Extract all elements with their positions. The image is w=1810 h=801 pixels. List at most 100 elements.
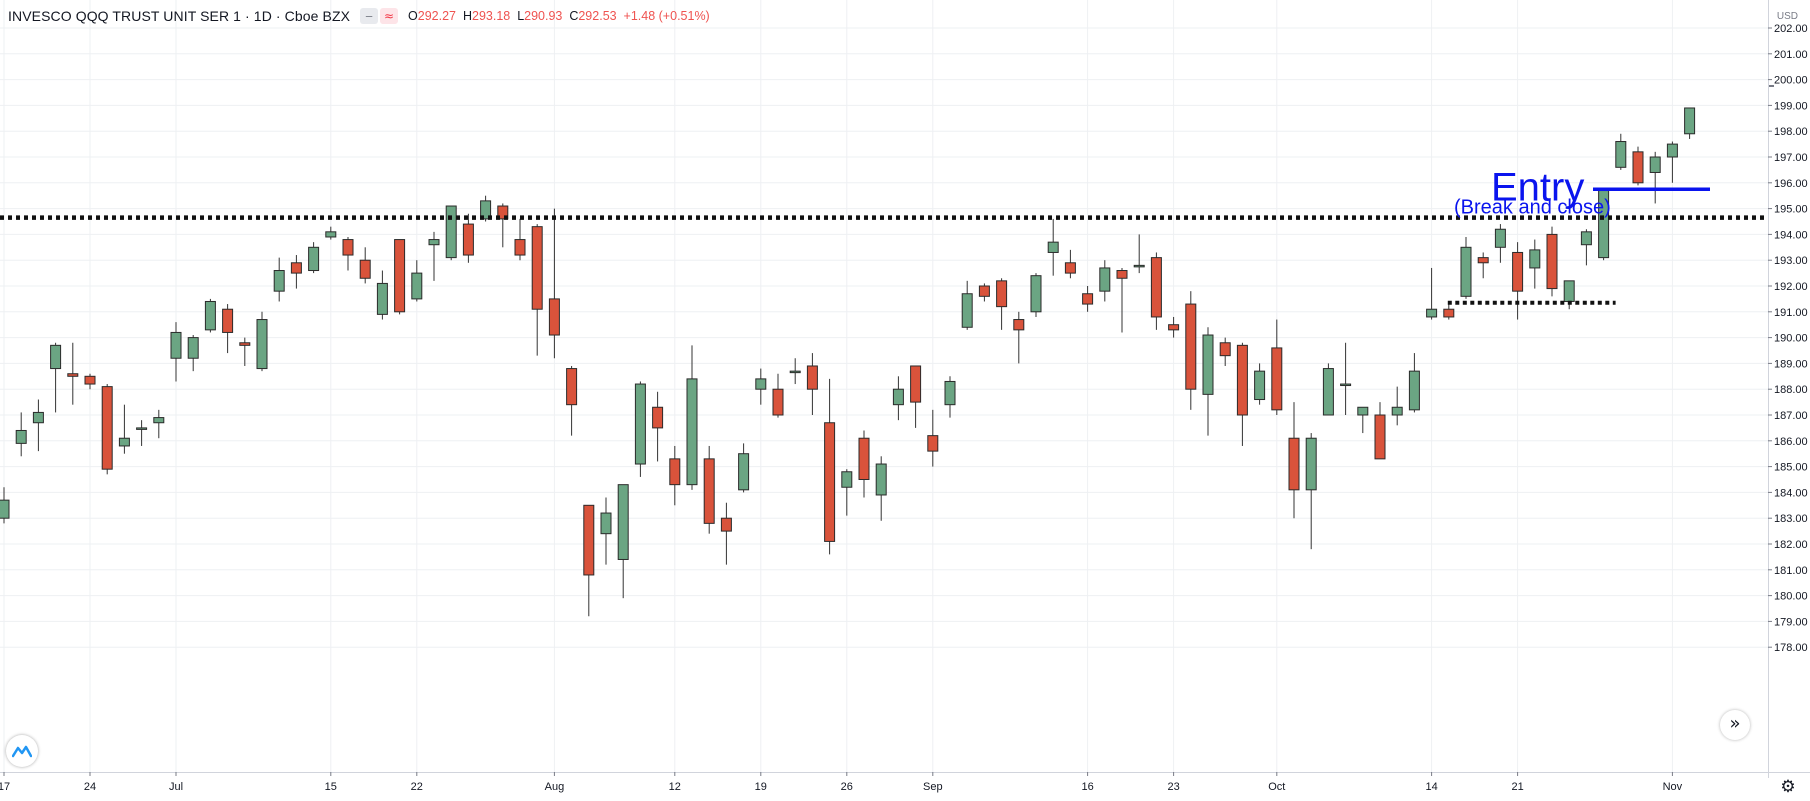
candle (1580, 229, 1592, 266)
candle-body (170, 331, 182, 359)
x-tick-label: 24 (84, 781, 96, 793)
candle-body (755, 378, 767, 390)
candle-body (1477, 257, 1489, 264)
last-price-marker (1769, 85, 1774, 87)
y-tick-label: 183.00 (1774, 513, 1808, 525)
price-axis-labels: 178.00 179.00 180.00 181.00 182.00 183.00 184.… (1768, 23, 1808, 654)
close-label: C (569, 9, 579, 23)
candle-body (548, 298, 560, 336)
candle-body (1099, 267, 1111, 292)
x-tick-label: Sep (923, 781, 943, 793)
candle (1064, 249, 1076, 279)
candle (84, 373, 96, 390)
candle (892, 376, 904, 421)
candle (1271, 319, 1283, 415)
candle (772, 373, 784, 418)
candle-body (514, 239, 526, 256)
candle (858, 430, 870, 498)
x-tick-label: 19 (755, 781, 767, 793)
candle (1340, 342, 1352, 415)
candle (0, 487, 10, 524)
candle (1168, 316, 1180, 338)
candle-body (531, 226, 543, 310)
candle (1030, 273, 1042, 317)
y-tick-label: 181.00 (1774, 565, 1808, 577)
candle-body (789, 370, 801, 374)
candle-body (841, 471, 853, 488)
candle (1219, 337, 1231, 366)
candle-body (256, 319, 268, 370)
candle (480, 195, 492, 222)
candle (204, 298, 216, 333)
candle-body (480, 200, 492, 220)
candle (1322, 363, 1334, 416)
candle-body (996, 280, 1008, 308)
candle-body (359, 259, 371, 279)
candle (1632, 146, 1644, 186)
candle-body (290, 262, 302, 274)
candle-body (1133, 264, 1145, 268)
candle (1615, 133, 1627, 170)
candle-body (1684, 107, 1696, 135)
double-chevron-right-icon[interactable]: » (1720, 710, 1750, 740)
candle-body (617, 484, 629, 560)
candle (634, 381, 646, 477)
y-tick-label: 192.00 (1774, 281, 1808, 293)
candle (514, 218, 526, 261)
candle (703, 445, 715, 534)
candle-body (445, 205, 457, 259)
candle-body (1546, 233, 1558, 290)
y-tick-label: 197.00 (1774, 152, 1808, 164)
y-tick-label: 195.00 (1774, 204, 1808, 216)
high-value: 293.18 (472, 9, 511, 23)
compare-wave-icon[interactable]: ≈ (380, 8, 399, 24)
grid-lines (0, 0, 1768, 772)
y-tick-label: 189.00 (1774, 358, 1808, 370)
candle-body (1494, 228, 1506, 248)
candles (0, 107, 1696, 617)
candle (50, 342, 62, 413)
candle (462, 213, 474, 263)
candle-body (376, 282, 388, 315)
candle-body (1236, 344, 1248, 416)
hide-indicators-icon[interactable]: ‒ (360, 8, 379, 24)
candle (738, 443, 750, 493)
y-tick-label: 194.00 (1774, 229, 1808, 241)
x-tick-label: 17 (0, 781, 10, 793)
candle-body (892, 388, 904, 406)
candle (824, 378, 836, 555)
candle (1047, 218, 1059, 276)
candle-body (1666, 143, 1678, 158)
candle-body (600, 512, 612, 535)
chart-header: INVESCO QQQ TRUST UNIT SER 1 · 1D · Cboe… (8, 6, 710, 26)
x-tick-label: Oct (1268, 781, 1285, 793)
candle (1013, 311, 1025, 364)
symbol-title[interactable]: INVESCO QQQ TRUST UNIT SER 1 · 1D · Cboe… (8, 8, 351, 24)
candle (394, 239, 406, 315)
candle-body (308, 246, 320, 272)
gear-icon[interactable]: ⚙ (1780, 777, 1796, 797)
candle (273, 257, 285, 302)
candle (15, 412, 27, 457)
tradingview-logo-icon[interactable] (6, 735, 38, 767)
candle-body (153, 417, 165, 424)
x-tick-label: Nov (1663, 781, 1683, 793)
y-tick-label: 190.00 (1774, 333, 1808, 345)
y-tick-label: 186.00 (1774, 436, 1808, 448)
y-tick-label: 180.00 (1774, 591, 1808, 603)
candle-body (1288, 437, 1300, 491)
candle (290, 255, 302, 289)
candle (1236, 342, 1248, 446)
open-label: O (408, 9, 418, 23)
candle (1254, 363, 1266, 405)
candle (67, 342, 79, 405)
candle (1494, 224, 1506, 263)
candle-body (978, 285, 990, 297)
y-tick-label: 185.00 (1774, 462, 1808, 474)
candle-body (273, 270, 285, 292)
candle-body (1168, 324, 1180, 331)
candle-body (858, 437, 870, 480)
candle (617, 484, 629, 599)
candle-body (1649, 156, 1661, 173)
